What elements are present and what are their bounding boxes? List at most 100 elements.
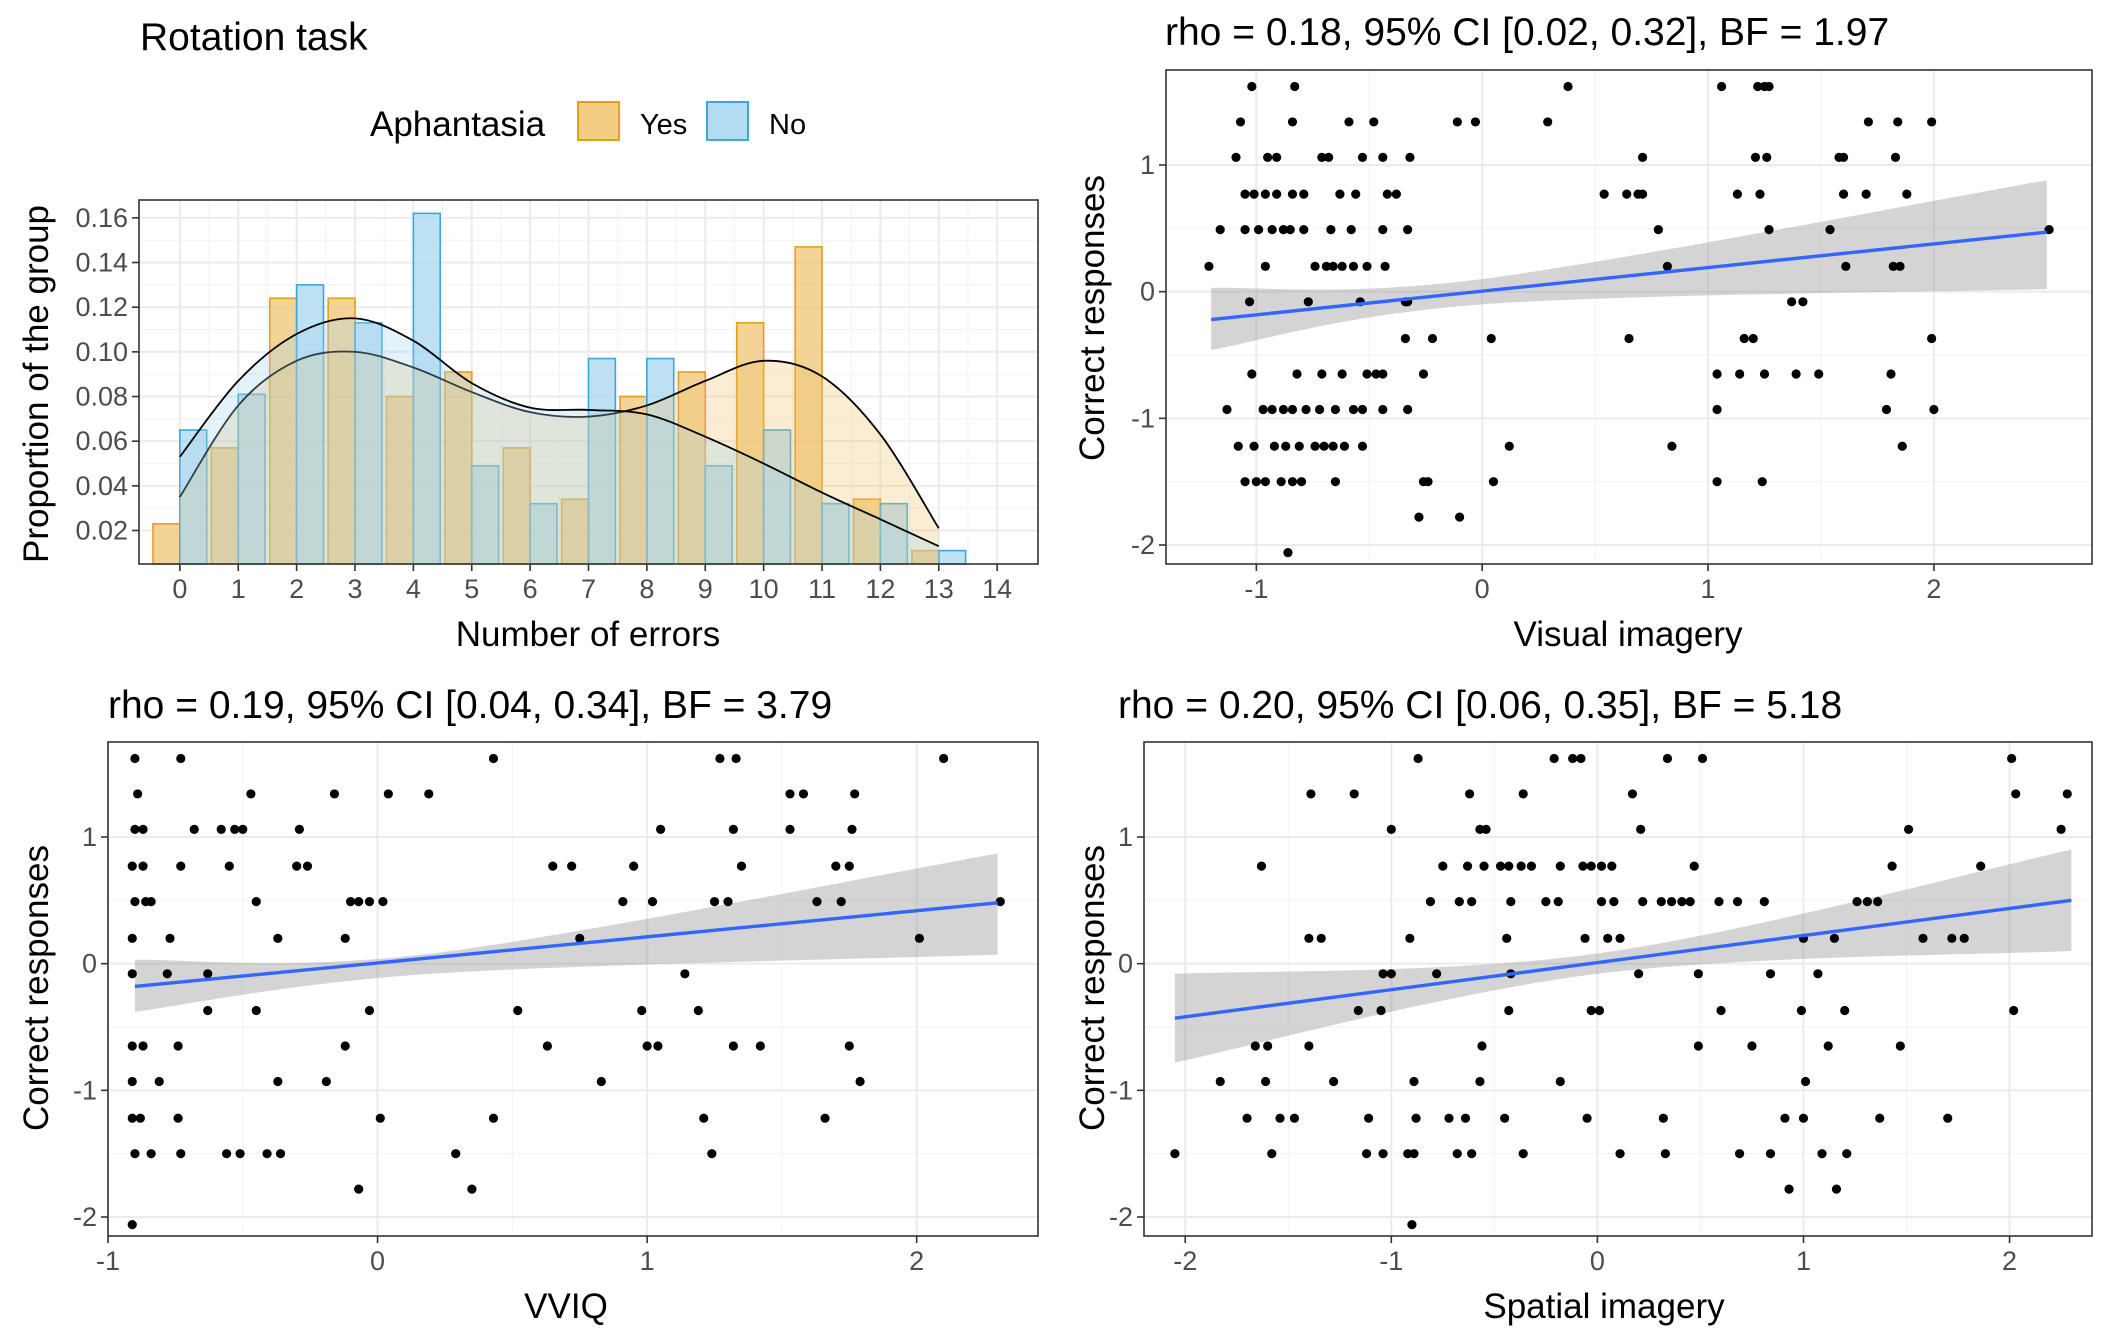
histogram-y-axis-title: Proportion of the group [17,205,56,563]
data-point [647,897,658,907]
data-point [728,1041,738,1051]
data-point [1405,152,1415,162]
data-point [1890,152,1901,162]
data-point [1753,81,1763,92]
data-point [1841,261,1851,271]
data-point [251,897,261,907]
data-point [1444,1113,1454,1123]
data-point [1902,189,1912,199]
data-point [138,1041,148,1051]
regression-line [1210,230,2048,322]
data-point [629,861,639,871]
data-point [1462,861,1473,871]
data-point [1976,861,1986,871]
data-point [1712,369,1722,379]
spatial-imagery-title: rho = 0.20, 95% CI [0.06, 0.35], BF = 5.… [1118,684,1842,727]
data-point [1504,861,1514,871]
spatial-imagery-x-tick-label: 1 [1796,1246,1811,1276]
data-point [1287,477,1298,487]
spatial-imagery-panel: rho = 0.20, 95% CI [0.06, 0.35], BF = 5.… [1073,684,2093,1326]
visual-imagery-x-axis-title: Visual imagery [1514,615,1743,654]
data-point [1231,152,1241,162]
data-point [1378,404,1388,415]
data-point [1693,1041,1703,1051]
bar-no [879,502,909,565]
data-point [1357,152,1368,162]
spatial-imagery-y-tick-label: -1 [1109,1075,1133,1105]
histogram-x-tick-label: 10 [749,574,779,604]
data-point [1204,261,1214,271]
bar-no [179,429,208,565]
bar-no [237,393,266,565]
data-point [1376,1005,1386,1016]
regression-line [1174,898,2072,1020]
data-point [1304,933,1314,943]
data-point [1735,369,1745,379]
data-point [340,1041,350,1051]
data-point [707,1149,717,1159]
vviq-panel-border [107,741,1039,1237]
data-point [680,969,690,979]
data-point [1486,333,1496,344]
data-point [383,789,393,799]
data-point [1427,333,1438,344]
data-point [1272,189,1282,199]
data-point [1732,189,1743,199]
confidence-band [134,853,998,1012]
data-point [1330,404,1340,415]
data-point [1504,1005,1514,1016]
data-point [844,861,854,871]
data-point [1504,441,1514,451]
data-point [1861,189,1871,199]
data-point [1755,189,1765,199]
data-point [1414,512,1424,522]
data-point [189,824,199,835]
data-point [1714,897,1724,907]
data-point [1658,1113,1668,1123]
bar-no [937,549,967,565]
data-point [146,1149,156,1159]
data-point [1382,189,1392,199]
data-point [1481,824,1491,835]
data-point [1263,152,1273,162]
legend-swatch-no [706,101,749,141]
visual-imagery-x-tick-label: -1 [1244,574,1268,604]
data-point [1299,189,1309,199]
visual-imagery-y-tick-label: -1 [1131,403,1155,433]
confidence-band [1174,849,2072,1063]
data-point [812,897,822,907]
data-point [1292,369,1302,379]
bar-no [470,464,500,565]
bar-yes [794,246,823,565]
bar-yes [677,371,707,565]
data-point [1329,1076,1339,1087]
data-point [302,861,313,871]
data-point [596,1076,606,1087]
data-point [1249,441,1259,451]
bar-no [412,212,442,565]
data-point [709,897,720,907]
data-point [1378,1149,1388,1159]
data-point [1637,152,1648,162]
visual-imagery-panel-border [1165,69,2093,565]
visual-imagery-x-tick-label: 1 [1701,574,1716,604]
vviq-y-tick-label: -1 [73,1075,97,1105]
data-point [230,824,240,835]
data-point [1568,753,1578,764]
data-point [1317,369,1327,379]
data-point [1506,897,1516,907]
vviq-y-axis-title: Correct responses [17,845,56,1131]
data-point [1798,297,1808,307]
data-point [1353,1005,1363,1016]
data-point [1235,117,1246,127]
visual-imagery-plot-area: -1 0 1 2 -2 -1 0 1 [1131,69,2093,604]
data-point [1467,897,1477,907]
data-point [723,897,733,907]
data-point [135,1113,145,1123]
visual-imagery-minor-gridlines [1166,70,2092,564]
data-point [1254,225,1264,235]
density-line-yes [179,350,940,529]
data-point [995,897,1005,907]
bar-yes [210,447,240,565]
